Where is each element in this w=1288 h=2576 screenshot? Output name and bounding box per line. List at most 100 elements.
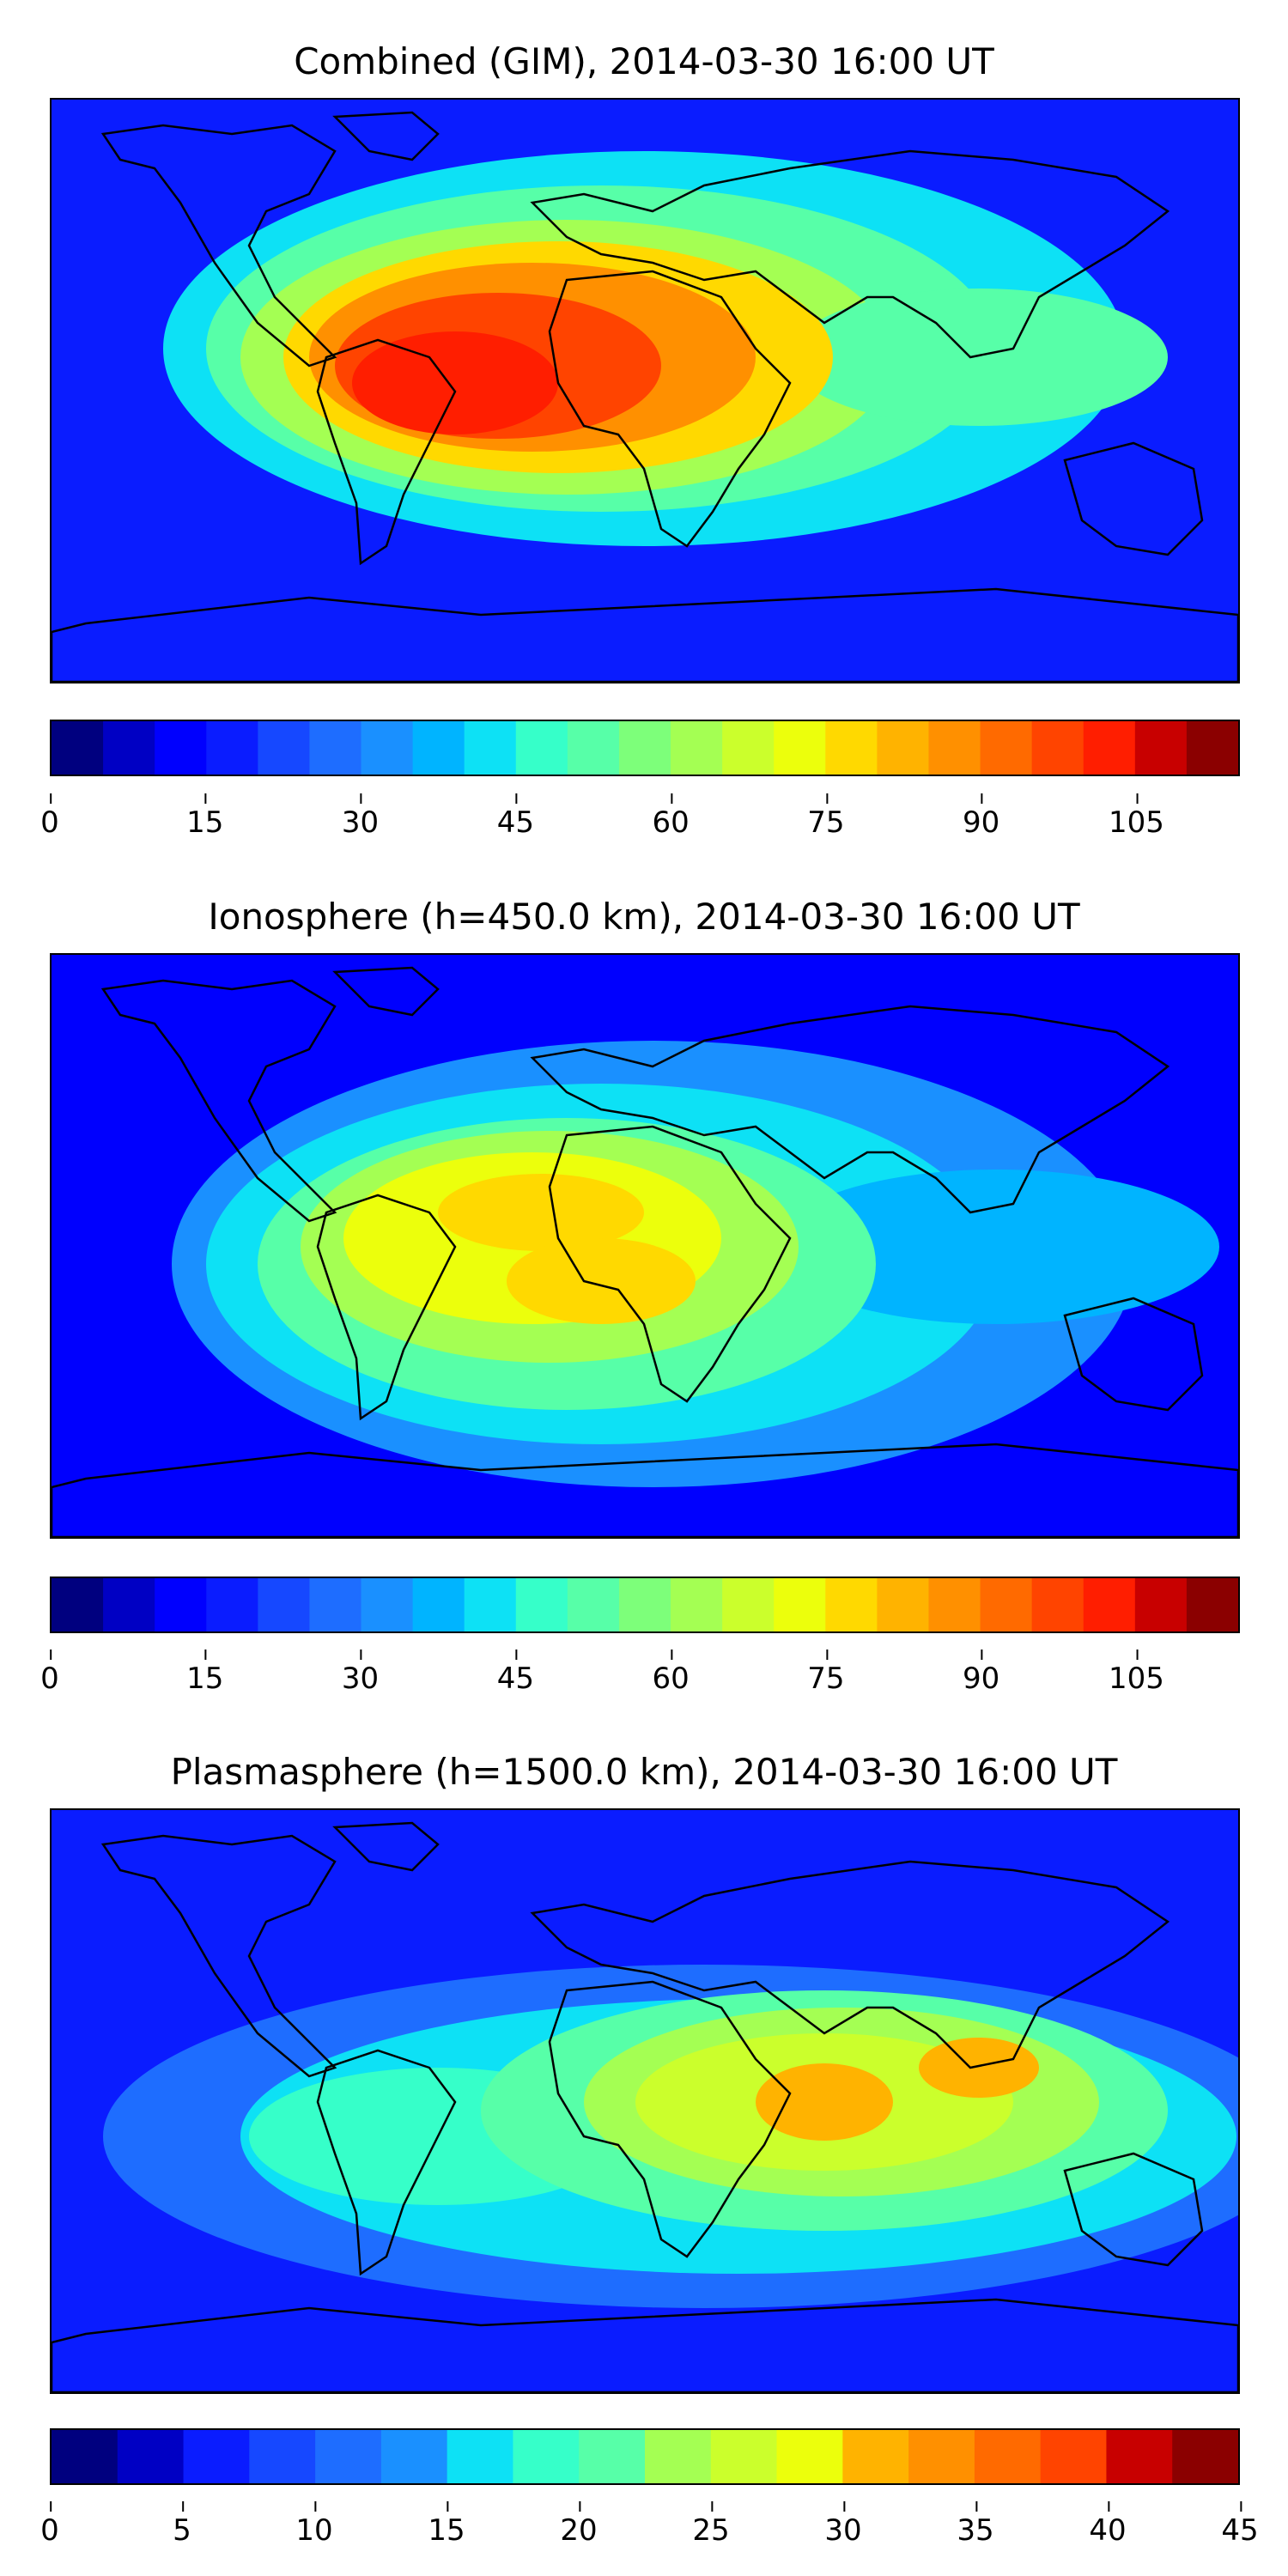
colorbar-tick-label: 40 [1089, 2501, 1127, 2548]
colorbar-level [908, 2430, 975, 2483]
colorbar-tick-label: 90 [963, 1649, 1000, 1696]
colorbar-level [183, 2430, 250, 2483]
colorbar-level [380, 2430, 448, 2483]
colorbar-level [155, 1578, 207, 1631]
colorbar-tick-label: 30 [341, 793, 380, 840]
coastline [548, 1125, 792, 1403]
colorbar-level [515, 1578, 568, 1631]
colorbar-ionosphere [50, 1577, 1240, 1633]
chart-title: Combined (GIM), 2014-03-30 16:00 UT [294, 40, 994, 82]
colorbar-level [774, 721, 826, 775]
coastline [530, 1860, 1170, 2069]
coastline [52, 2298, 1238, 2392]
colorbar-tick-label: 0 [40, 2501, 59, 2548]
chart-title: Ionosphere (h=450.0 km), 2014-03-30 16:0… [208, 896, 1080, 938]
colorbar-tick-label: 10 [295, 2501, 333, 2548]
colorbar-level [974, 2430, 1042, 2483]
colorbar-tick-label: 15 [186, 1649, 224, 1696]
colorbar-level [877, 721, 930, 775]
colorbar-level [361, 721, 414, 775]
colorbar-tick-label: 90 [963, 793, 1000, 840]
colorbar-tick-label: 45 [1221, 2501, 1259, 2548]
colorbar-tick-label: 35 [957, 2501, 994, 2548]
colorbar-level [671, 1578, 723, 1631]
colorbar-ionosphere-ticks: 0 15 30 45 60 75 90 105 [40, 1649, 1240, 1713]
coastline [52, 1443, 1238, 1537]
colorbar-plasmasphere [50, 2428, 1240, 2485]
colorbar-tick-label: 15 [428, 2501, 465, 2548]
colorbar-level [412, 1578, 465, 1631]
colorbar-combined [50, 720, 1240, 776]
colorbar-tick-label: 5 [173, 2501, 191, 2548]
contour-level [352, 331, 558, 434]
colorbar-tick-label: 105 [1109, 1649, 1164, 1696]
colorbar-level [249, 2430, 316, 2483]
coastline [316, 1194, 457, 1421]
colorbar-level [315, 2430, 382, 2483]
heatmap-ionosphere [52, 955, 1238, 1537]
colorbar-level [464, 1578, 517, 1631]
contour-level [438, 1174, 644, 1251]
colorbar-level [1186, 721, 1238, 775]
colorbar-tick-label: 30 [341, 1649, 380, 1696]
colorbar-tick-label: 30 [824, 2501, 862, 2548]
colorbar-tick-label: 20 [560, 2501, 598, 2548]
colorbar-level [103, 721, 155, 775]
colorbar-level [645, 2430, 712, 2483]
colorbar-tick-label: 75 [807, 793, 845, 840]
colorbar-level [877, 1578, 930, 1631]
contour-level [756, 2063, 893, 2141]
colorbar-tick-label: 60 [652, 1649, 690, 1696]
colorbar-level [618, 721, 671, 775]
colorbar-level [309, 721, 362, 775]
coastline [332, 111, 440, 161]
colorbar-tick-label: 15 [186, 793, 224, 840]
contour-level [919, 2038, 1039, 2098]
coastline [100, 124, 337, 368]
colorbar-level [1134, 721, 1188, 775]
coastline [52, 587, 1238, 682]
colorbar-level [361, 1578, 414, 1631]
colorbar-tick-label: 105 [1109, 793, 1164, 840]
colorbar-level [579, 2430, 646, 2483]
colorbar-level [567, 1578, 620, 1631]
colorbar-level [774, 1578, 826, 1631]
colorbar-tick-label: 0 [40, 793, 59, 840]
colorbar-level [842, 2430, 909, 2483]
colorbar-level [412, 721, 465, 775]
colorbar-tick-label: 60 [652, 793, 690, 840]
colorbar-level [1083, 1578, 1136, 1631]
coastline [316, 338, 457, 566]
colorbar-level [1031, 721, 1084, 775]
colorbar-level [928, 1578, 981, 1631]
contour-level [773, 1170, 1219, 1324]
colorbar-plasmasphere-ticks: 0 5 10 15 20 25 30 35 40 45 [40, 2501, 1259, 2565]
colorbar-level [618, 1578, 671, 1631]
colorbar-tick-label: 75 [807, 1649, 845, 1696]
contour-level [507, 1238, 696, 1324]
coastline [100, 1834, 337, 2078]
colorbar-level [464, 721, 517, 775]
colorbar-level [567, 721, 620, 775]
coastline [548, 270, 792, 548]
colorbar-level [1031, 1578, 1084, 1631]
colorbar-level [513, 2430, 580, 2483]
colorbar-level [515, 721, 568, 775]
coastline [1063, 1297, 1204, 1412]
colorbar-level [825, 721, 878, 775]
map-plasmasphere [50, 1808, 1240, 2394]
colorbar-combined-ticks: 0 15 30 45 60 75 90 105 [40, 793, 1240, 857]
colorbar-level [103, 1578, 155, 1631]
colorbar-level [671, 721, 723, 775]
colorbar-ionosphere-levels [52, 1578, 1238, 1631]
colorbar-level [155, 721, 207, 775]
heatmap-plasmasphere [52, 1810, 1238, 2392]
contour-level [790, 289, 1168, 426]
coastline [332, 966, 440, 1017]
colorbar-level [722, 1578, 775, 1631]
colorbar-level [776, 2430, 843, 2483]
colorbar-level [117, 2430, 185, 2483]
colorbar-level [1134, 1578, 1188, 1631]
colorbar-level [309, 1578, 362, 1631]
coastline [548, 1980, 792, 2258]
